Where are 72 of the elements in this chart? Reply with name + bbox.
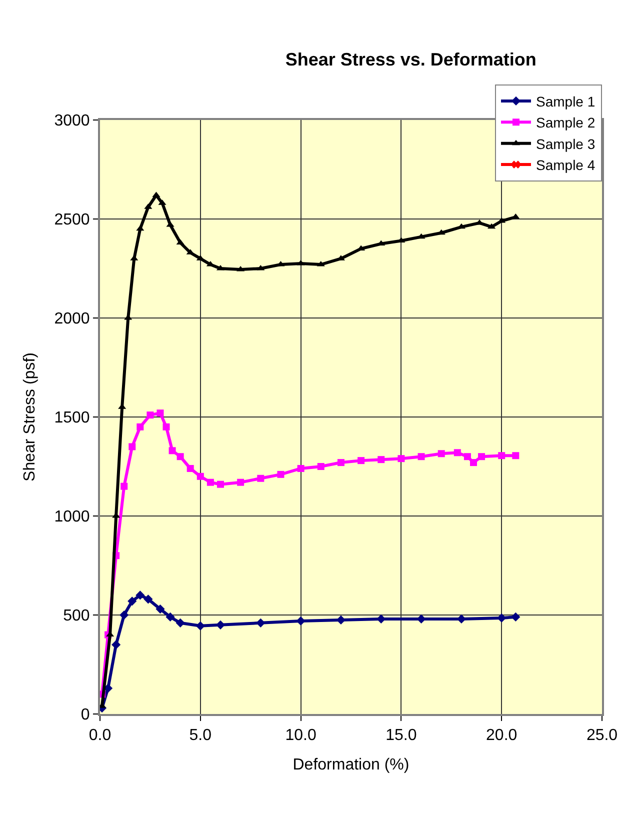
point <box>297 464 304 472</box>
point <box>498 452 506 460</box>
point <box>257 474 264 482</box>
point <box>136 423 144 430</box>
point <box>236 266 245 272</box>
y-tick-label: 500 <box>63 608 90 625</box>
point <box>497 613 506 623</box>
point <box>120 610 129 620</box>
x-tick-label: 20.0 <box>486 727 518 744</box>
point <box>128 443 136 450</box>
point <box>156 410 164 417</box>
y-axis-title: Shear Stress (psf) <box>22 352 39 482</box>
point <box>186 464 194 472</box>
point <box>166 221 174 227</box>
point <box>454 449 461 456</box>
x-axis-title: Deformation (%) <box>292 756 410 774</box>
point <box>162 423 170 430</box>
point <box>128 596 137 606</box>
point <box>438 450 445 458</box>
point <box>196 472 204 480</box>
point <box>176 618 185 628</box>
point <box>378 456 385 464</box>
point <box>237 478 244 486</box>
y-tick-label: 3000 <box>54 112 90 130</box>
x-tick-label: 5.0 <box>189 727 212 744</box>
point <box>156 604 165 614</box>
point <box>144 594 153 604</box>
point <box>464 453 471 460</box>
point <box>376 614 386 624</box>
point <box>216 480 224 488</box>
point <box>176 239 184 245</box>
x-tick-label: 15.0 <box>386 727 417 744</box>
point <box>296 616 306 626</box>
legend-label: Sample 2 <box>536 114 596 131</box>
point <box>398 455 405 462</box>
point <box>136 590 145 600</box>
point <box>176 453 184 460</box>
point <box>337 459 344 466</box>
point <box>146 412 154 419</box>
chart-title: Shear Stress vs. Deformation <box>285 50 536 70</box>
point <box>166 612 175 622</box>
point <box>206 478 214 486</box>
y-tick-label: 2500 <box>54 212 90 229</box>
point <box>136 225 144 231</box>
x-tick-label: 0.0 <box>88 727 112 744</box>
y-tick-label: 0 <box>80 706 90 724</box>
point <box>336 615 346 624</box>
legend-label: Sample 1 <box>536 93 596 110</box>
point <box>417 233 426 239</box>
legend-label: Sample 4 <box>536 157 596 174</box>
x-tick-label: 25.0 <box>586 727 618 744</box>
y-tick-label: 1000 <box>54 508 90 526</box>
point <box>112 640 121 650</box>
point <box>470 459 477 466</box>
point <box>512 452 520 460</box>
point <box>511 612 520 622</box>
point <box>456 614 466 624</box>
point <box>418 453 425 460</box>
point <box>488 223 496 229</box>
point <box>317 463 324 470</box>
y-tick-label: 2000 <box>54 310 90 328</box>
point <box>120 482 128 490</box>
point <box>277 470 284 478</box>
legend-label: Sample 3 <box>536 136 596 152</box>
point <box>216 620 226 630</box>
point <box>478 453 486 460</box>
point <box>196 621 205 630</box>
y-tick-label: 1500 <box>54 410 90 427</box>
x-tick-label: 10.0 <box>285 727 316 744</box>
point <box>168 447 176 454</box>
point <box>416 614 426 624</box>
point <box>358 457 365 464</box>
